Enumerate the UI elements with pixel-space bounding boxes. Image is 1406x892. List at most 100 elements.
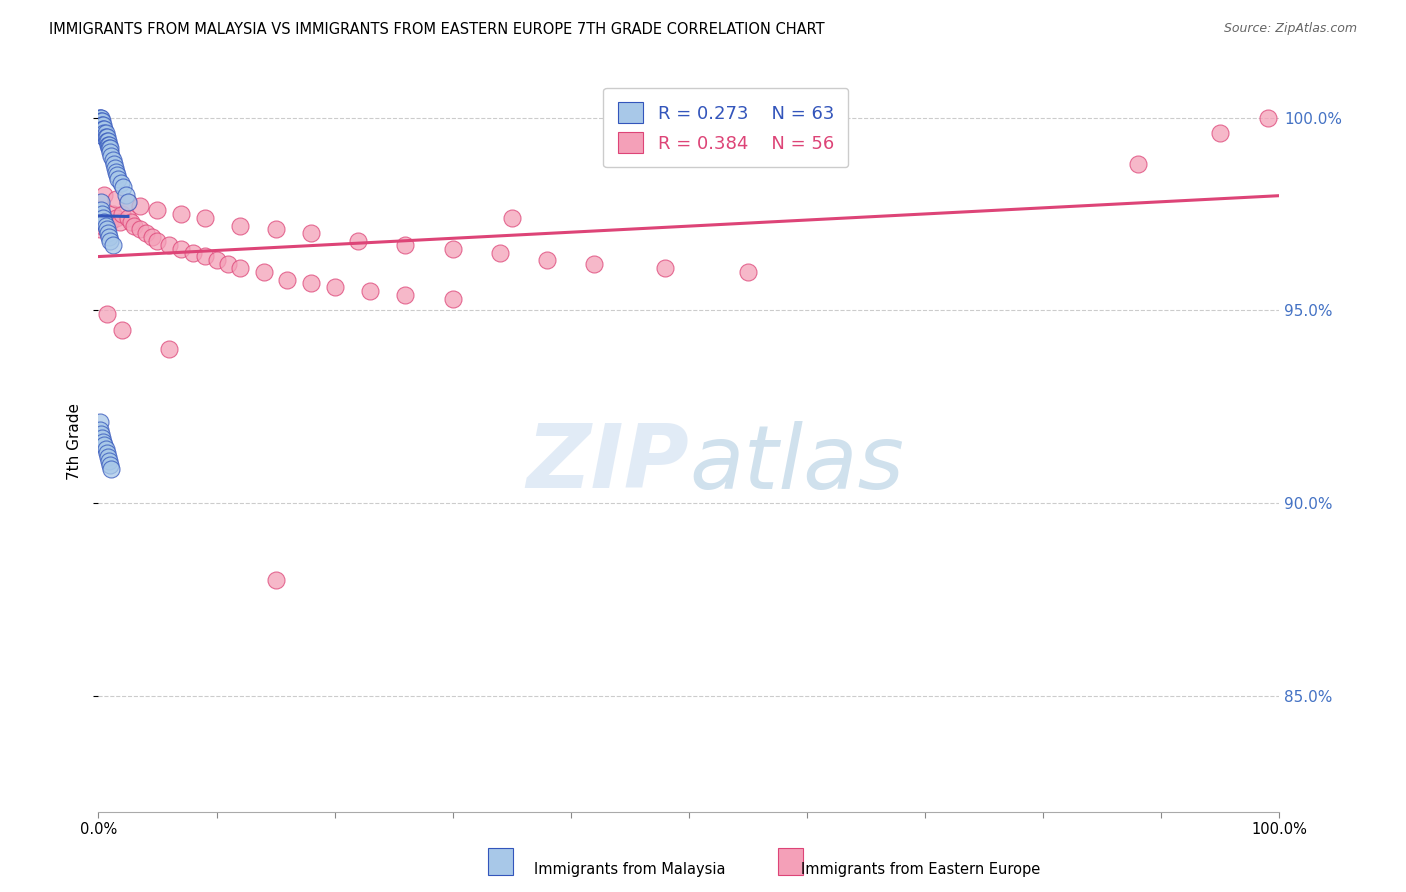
- Point: [93, 129, 115, 144]
- Point: [91, 126, 114, 140]
- Point: [90, 119, 112, 133]
- Point: [91, 114, 114, 128]
- Point: [276, 272, 298, 286]
- Point: [101, 207, 124, 221]
- Point: [146, 234, 169, 248]
- Point: [93, 211, 115, 225]
- Point: [89, 111, 111, 125]
- Point: [128, 199, 150, 213]
- Point: [96, 307, 118, 321]
- Point: [89, 423, 111, 437]
- Point: [114, 187, 136, 202]
- Point: [100, 461, 122, 475]
- Point: [93, 122, 115, 136]
- Point: [93, 187, 115, 202]
- Point: [1209, 126, 1232, 140]
- Point: [441, 292, 464, 306]
- Point: [96, 222, 118, 236]
- Point: [98, 141, 121, 155]
- Point: [89, 122, 111, 136]
- Point: [91, 207, 114, 221]
- Point: [441, 242, 464, 256]
- Point: [91, 122, 114, 136]
- Point: [121, 215, 143, 229]
- Point: [98, 230, 121, 244]
- Point: [98, 215, 121, 229]
- Point: [89, 114, 111, 128]
- Point: [194, 249, 217, 263]
- Point: [98, 145, 121, 160]
- Point: [157, 342, 180, 356]
- Point: [264, 574, 287, 588]
- Point: [737, 265, 759, 279]
- Point: [89, 111, 111, 125]
- Point: [94, 219, 117, 233]
- Point: [91, 119, 114, 133]
- Point: [229, 260, 252, 275]
- Point: [93, 126, 115, 140]
- Point: [90, 195, 112, 210]
- Text: ZIP: ZIP: [526, 420, 689, 508]
- Point: [394, 238, 416, 252]
- Point: [98, 137, 121, 152]
- Point: [1126, 157, 1149, 171]
- Point: [90, 426, 112, 441]
- Point: [654, 260, 676, 275]
- Point: [91, 431, 114, 445]
- Point: [91, 122, 114, 136]
- Point: [229, 219, 252, 233]
- Point: [105, 192, 128, 206]
- Text: IMMIGRANTS FROM MALAYSIA VS IMMIGRANTS FROM EASTERN EUROPE 7TH GRADE CORRELATION: IMMIGRANTS FROM MALAYSIA VS IMMIGRANTS F…: [49, 22, 825, 37]
- FancyBboxPatch shape: [778, 848, 803, 874]
- Point: [347, 234, 370, 248]
- Point: [93, 215, 115, 229]
- Point: [108, 215, 131, 229]
- Point: [1257, 111, 1279, 125]
- Point: [117, 211, 139, 225]
- Point: [170, 242, 193, 256]
- Point: [394, 288, 416, 302]
- Point: [98, 454, 121, 468]
- Point: [101, 238, 124, 252]
- Point: [91, 434, 114, 449]
- Point: [105, 169, 128, 183]
- Point: [100, 149, 122, 163]
- Point: [112, 180, 135, 194]
- Point: [90, 111, 112, 125]
- Point: [90, 122, 112, 136]
- Point: [135, 227, 157, 241]
- Point: [111, 323, 134, 337]
- Point: [217, 257, 239, 271]
- Text: Immigrants from Eastern Europe: Immigrants from Eastern Europe: [801, 863, 1040, 877]
- Text: Immigrants from Malaysia: Immigrants from Malaysia: [534, 863, 725, 877]
- Point: [97, 137, 120, 152]
- Point: [359, 284, 381, 298]
- Point: [90, 203, 112, 218]
- Point: [141, 230, 163, 244]
- Point: [110, 176, 132, 190]
- Point: [96, 219, 118, 233]
- Text: Source: ZipAtlas.com: Source: ZipAtlas.com: [1223, 22, 1357, 36]
- Point: [94, 126, 117, 140]
- Point: [299, 277, 322, 291]
- Point: [96, 129, 118, 144]
- Legend: R = 0.273    N = 63, R = 0.384    N = 56: R = 0.273 N = 63, R = 0.384 N = 56: [603, 87, 848, 168]
- Point: [264, 222, 287, 236]
- Point: [299, 227, 322, 241]
- Point: [107, 172, 129, 186]
- Point: [583, 257, 606, 271]
- Point: [117, 195, 139, 210]
- Point: [122, 219, 145, 233]
- Point: [170, 207, 193, 221]
- Point: [89, 119, 111, 133]
- Point: [128, 222, 150, 236]
- Point: [91, 126, 114, 140]
- Point: [117, 195, 139, 210]
- Point: [501, 211, 523, 225]
- Y-axis label: 7th Grade: 7th Grade: [66, 403, 82, 480]
- Point: [97, 134, 120, 148]
- Point: [253, 265, 276, 279]
- Point: [536, 253, 558, 268]
- Point: [89, 415, 111, 429]
- Point: [111, 207, 134, 221]
